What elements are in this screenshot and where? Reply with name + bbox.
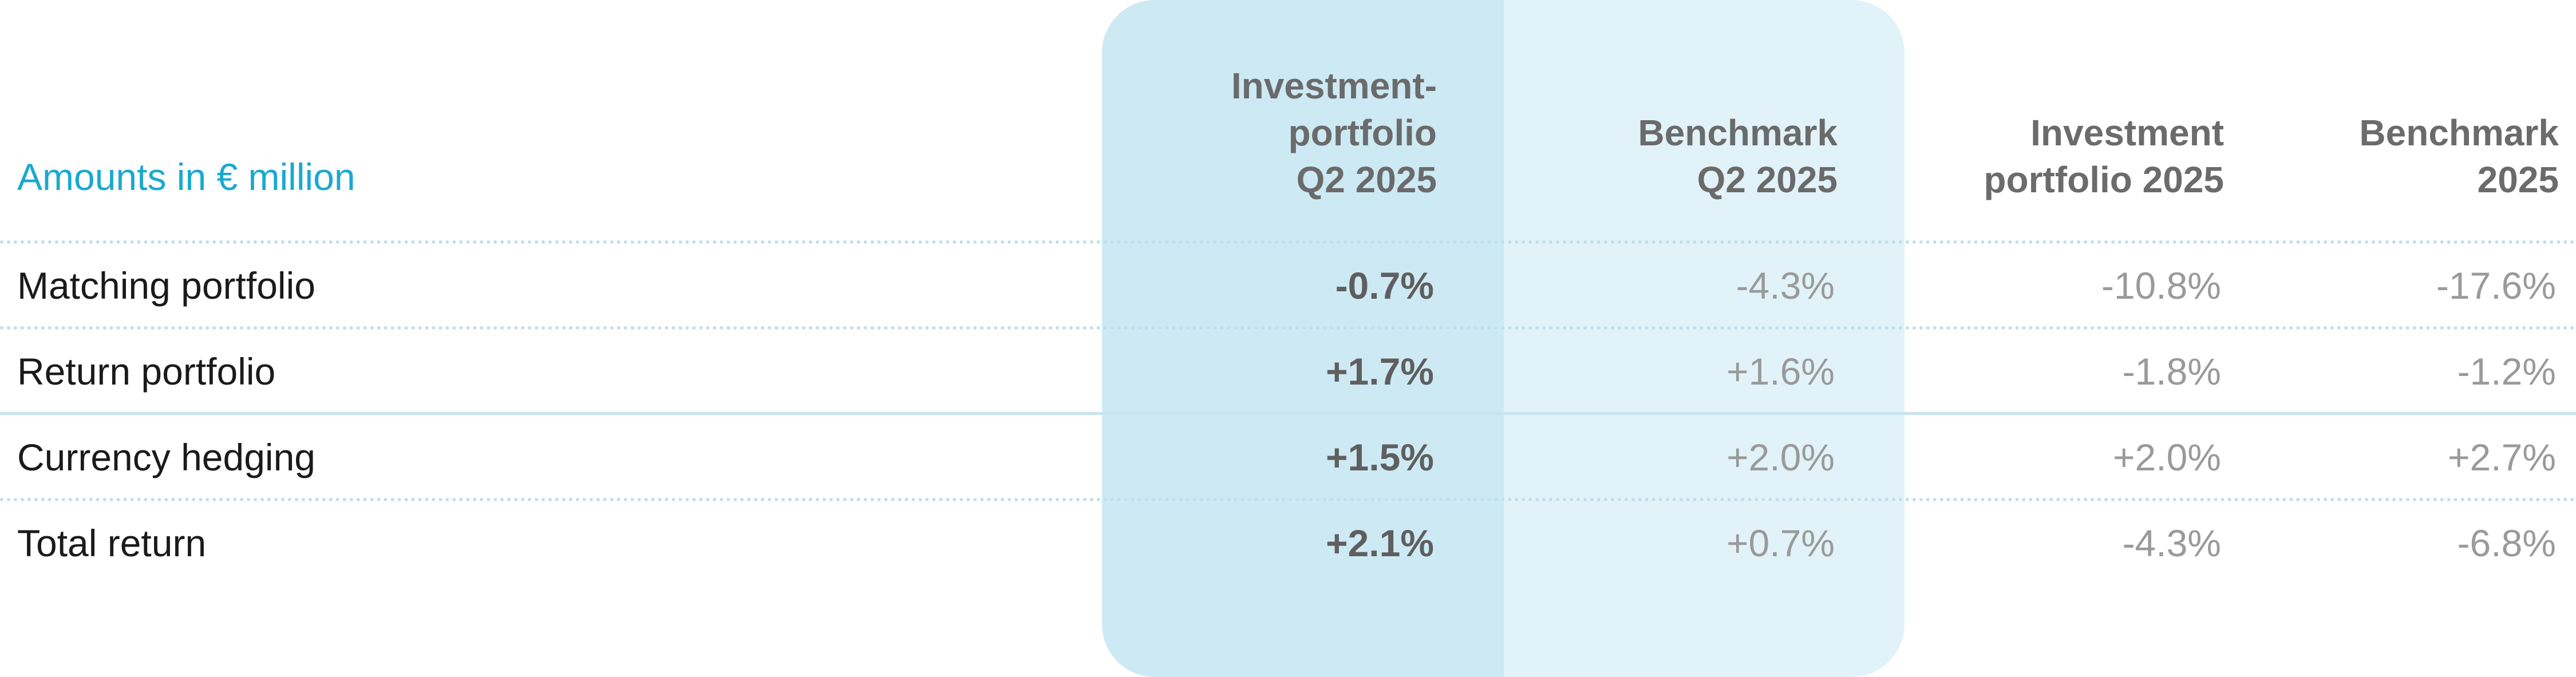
table-cell: -1.2% (2457, 350, 2556, 393)
table-cell: +1.7% (1326, 350, 1434, 393)
row-label-matching-portfolio: Matching portfolio (17, 264, 315, 307)
row-label-return-portfolio: Return portfolio (17, 350, 276, 393)
row-separator (0, 498, 2576, 501)
row-label-currency-hedging: Currency hedging (17, 436, 315, 478)
table-cell: +1.6% (1726, 350, 1835, 393)
row-label-total-return: Total return (17, 522, 207, 564)
column-header-line: Q2 2025 (1296, 159, 1437, 200)
column-header-benchmark-q2: Benchmark Q2 2025 (1504, 60, 1838, 203)
column-header-line: portfolio (1288, 112, 1437, 153)
table-cell: -4.3% (1736, 264, 1835, 307)
table-cell: -0.7% (1335, 264, 1434, 307)
row-separator (0, 326, 2576, 330)
q2-benchmark-column-highlight (1504, 0, 1905, 677)
column-header-line: Investment (2030, 112, 2224, 153)
column-header-investment-portfolio-2025: Investment portfolio 2025 (1906, 60, 2224, 203)
table-cell: -17.6% (2436, 264, 2556, 307)
column-header-line: Benchmark (2359, 112, 2559, 153)
column-header-line: 2025 (2477, 159, 2559, 200)
column-header-line: portfolio 2025 (1984, 159, 2224, 200)
column-header-investment-portfolio-q2: Investment- portfolio Q2 2025 (1102, 60, 1437, 203)
table-cell: +0.7% (1726, 522, 1835, 564)
table-cell: +2.0% (2113, 436, 2221, 478)
table-cell: +2.7% (2448, 436, 2556, 478)
column-header-line: Investment- (1231, 65, 1437, 106)
unit-label: Amounts in € million (17, 156, 355, 198)
table-cell: -4.3% (2122, 522, 2221, 564)
table-cell: -6.8% (2457, 522, 2556, 564)
table-cell: +2.1% (1326, 522, 1434, 564)
column-header-line: Q2 2025 (1697, 159, 1838, 200)
table-cell: +1.5% (1326, 436, 1434, 478)
column-header-benchmark-2025: Benchmark 2025 (2267, 60, 2559, 203)
column-header-line: Benchmark (1638, 112, 1838, 153)
table-cell: -10.8% (2101, 264, 2221, 307)
table-cell: +2.0% (1726, 436, 1835, 478)
table-cell: -1.8% (2122, 350, 2221, 393)
row-separator (0, 240, 2576, 244)
q2-portfolio-column-highlight (1102, 0, 1504, 677)
row-separator (0, 412, 2576, 415)
